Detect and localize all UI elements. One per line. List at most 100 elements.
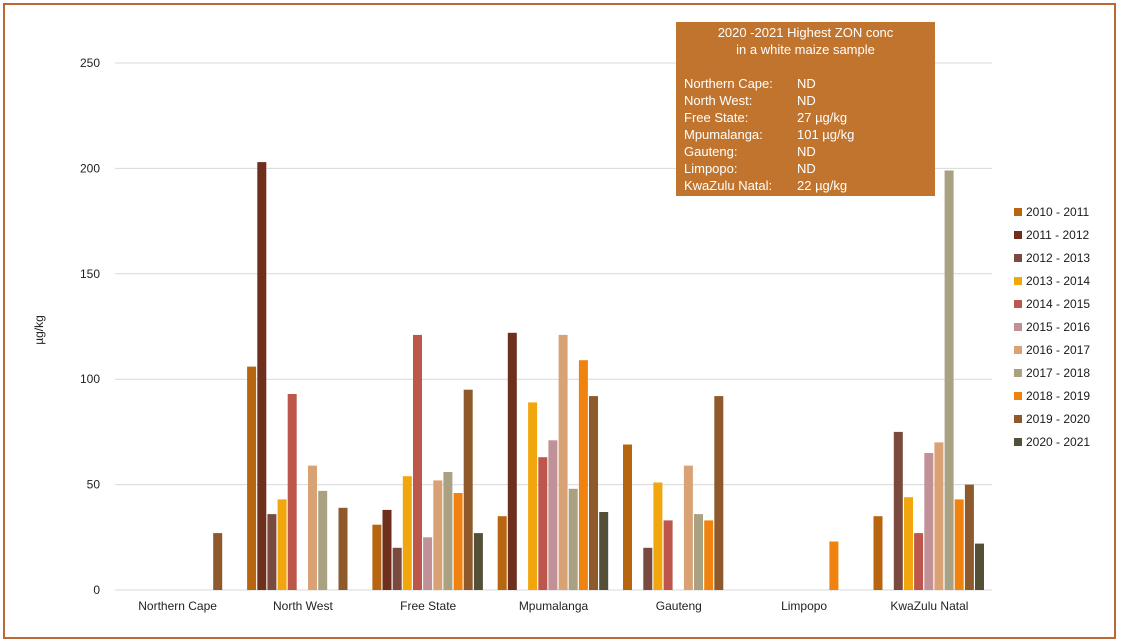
bar xyxy=(964,484,974,590)
legend-item: 2017 - 2018 xyxy=(1014,361,1090,384)
bar xyxy=(904,497,913,590)
legend: 2010 - 2011 2011 - 2012 2012 - 2013 2013 - … xyxy=(1014,200,1090,453)
info-box-row-value: ND xyxy=(797,76,816,91)
bar xyxy=(599,512,609,590)
bar xyxy=(714,396,724,590)
info-box-row: Gauteng: ND xyxy=(684,143,927,160)
bar xyxy=(694,514,703,590)
bar xyxy=(287,394,297,590)
bar xyxy=(893,431,903,590)
y-tick-label: 0 xyxy=(93,583,100,597)
bar xyxy=(954,499,964,590)
legend-label: 2014 - 2015 xyxy=(1026,296,1091,311)
legend-item: 2015 - 2016 xyxy=(1014,315,1090,338)
legend-label: 2015 - 2016 xyxy=(1026,319,1091,334)
bar xyxy=(247,366,257,590)
x-category-label: Gauteng xyxy=(656,599,702,613)
legend-item: 2013 - 2014 xyxy=(1014,269,1090,292)
x-category-label: Limpopo xyxy=(781,599,827,613)
y-tick-label: 250 xyxy=(80,56,100,70)
bar xyxy=(558,334,568,590)
legend-label: 2010 - 2011 xyxy=(1026,204,1090,219)
bar xyxy=(402,476,412,590)
legend-label: 2019 - 2020 xyxy=(1026,411,1091,426)
bar xyxy=(683,465,693,590)
bar xyxy=(623,444,632,590)
info-box-row: North West: ND xyxy=(684,92,927,109)
y-axis-ticks: 0 50 100 150 200 250 xyxy=(80,56,100,597)
legend-label: 2013 - 2014 xyxy=(1026,273,1091,288)
bar xyxy=(975,543,984,590)
legend-swatch xyxy=(1014,368,1022,377)
legend-swatch xyxy=(1014,253,1022,262)
info-box-rows: Northern Cape: ND North West: ND Free State:… xyxy=(684,75,927,194)
bar xyxy=(277,499,287,590)
legend-swatch xyxy=(1014,414,1022,423)
bar xyxy=(934,442,944,590)
legend-swatch xyxy=(1014,322,1022,331)
y-tick-label: 150 xyxy=(80,267,100,281)
legend-swatch xyxy=(1014,437,1022,446)
legend-swatch xyxy=(1014,230,1022,239)
legend-item: 2019 - 2020 xyxy=(1014,407,1090,430)
bar xyxy=(924,453,934,590)
info-box-row: Free State: 27 µg/kg xyxy=(684,109,927,126)
bar xyxy=(568,488,578,590)
legend-item: 2016 - 2017 xyxy=(1014,338,1090,361)
info-box-row: Limpopo: ND xyxy=(684,160,927,177)
info-box-row-label: KwaZulu Natal: xyxy=(684,178,773,193)
bar xyxy=(423,537,433,590)
bar xyxy=(308,465,317,590)
legend-item: 2011 - 2012 xyxy=(1014,223,1090,246)
info-box-row-value: ND xyxy=(797,144,816,159)
x-category-label: Free State xyxy=(400,599,456,613)
info-box-row-value: 101 µg/kg xyxy=(797,127,855,142)
info-box-row-label: Limpopo: xyxy=(684,161,738,176)
legend-label: 2011 - 2012 xyxy=(1026,227,1090,242)
bar xyxy=(873,516,883,590)
bar xyxy=(267,514,277,590)
info-box-row-value: ND xyxy=(797,93,816,108)
info-box-title-line1: 2020 -2021 Highest ZON conc xyxy=(717,25,894,40)
bar xyxy=(528,402,538,590)
legend-item: 2014 - 2015 xyxy=(1014,292,1090,315)
info-box-row-value: 27 µg/kg xyxy=(797,110,848,125)
x-category-label: Northern Cape xyxy=(138,599,217,613)
legend-label: 2016 - 2017 xyxy=(1026,342,1091,357)
legend-swatch xyxy=(1014,345,1022,354)
bar xyxy=(548,440,558,590)
y-tick-label: 200 xyxy=(80,161,100,175)
info-box-row-value: 22 µg/kg xyxy=(797,178,848,193)
bar xyxy=(473,533,483,590)
bar xyxy=(392,547,402,590)
info-box-row: Mpumalanga: 101 µg/kg xyxy=(684,126,927,143)
bar xyxy=(433,480,443,590)
bar xyxy=(829,541,839,590)
legend-swatch xyxy=(1014,299,1022,308)
info-box-row-value: ND xyxy=(797,161,816,176)
info-box-row-label: Northern Cape: xyxy=(684,76,773,91)
info-box-row-label: Free State: xyxy=(684,110,749,125)
bar xyxy=(213,533,223,590)
legend-swatch xyxy=(1014,276,1022,285)
bar xyxy=(257,162,267,590)
info-box-row-label: Mpumalanga: xyxy=(684,127,763,142)
legend-item: 2020 - 2021 xyxy=(1014,430,1090,453)
bar xyxy=(507,332,517,590)
legend-label: 2020 - 2021 xyxy=(1026,434,1091,449)
x-category-label: KwaZulu Natal xyxy=(890,599,968,613)
legend-swatch xyxy=(1014,207,1022,216)
bar xyxy=(453,493,463,590)
x-axis-categories: Northern Cape North West Free State Mpumala… xyxy=(138,599,968,613)
bar xyxy=(413,334,422,590)
legend-item: 2012 - 2013 xyxy=(1014,246,1090,269)
legend-label: 2018 - 2019 xyxy=(1026,388,1091,403)
bar xyxy=(443,472,453,590)
y-tick-label: 50 xyxy=(87,478,101,492)
y-axis-label: µg/kg xyxy=(32,315,46,345)
legend-label: 2017 - 2018 xyxy=(1026,365,1091,380)
bar xyxy=(372,524,382,590)
legend-swatch xyxy=(1014,391,1022,400)
bar xyxy=(497,516,507,590)
